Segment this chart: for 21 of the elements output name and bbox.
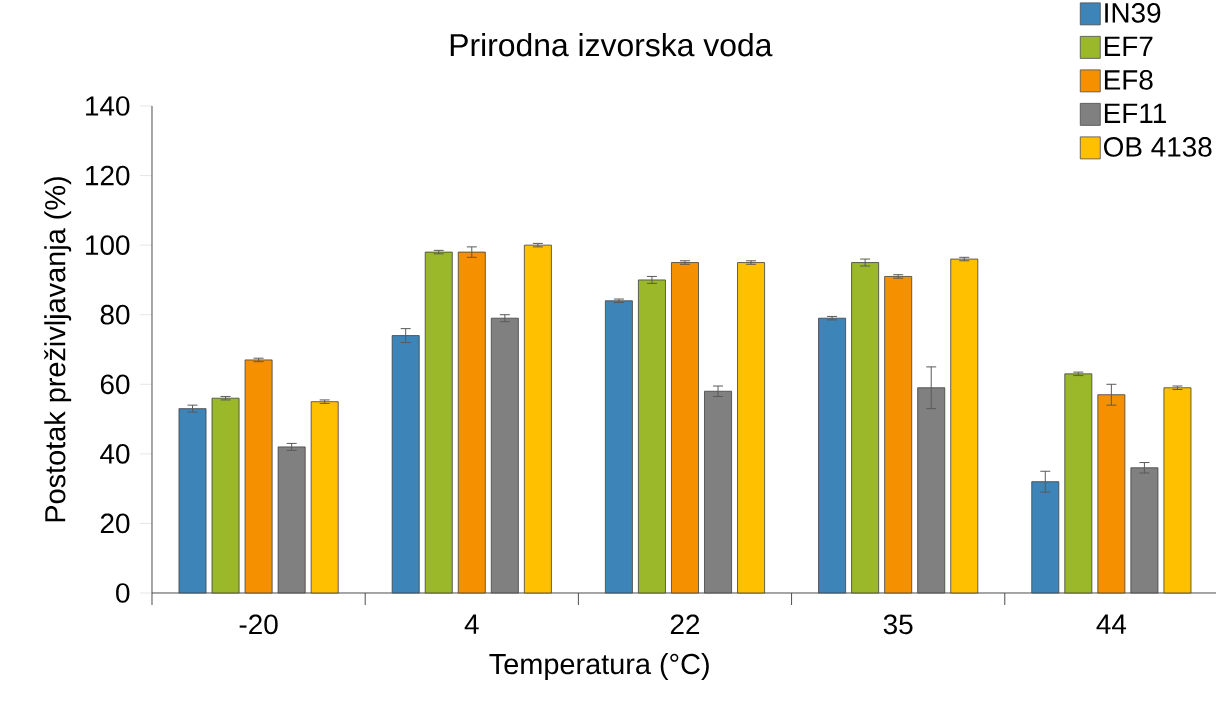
legend-label: EF11: [1104, 103, 1166, 123]
chart-title: Prirodna izvorska voda: [450, 33, 773, 57]
x-axis-title: Temperatura (°C): [489, 653, 709, 680]
y-axis-title: Postotak preživljavanja (%): [44, 177, 72, 522]
y-tick-label: 0: [116, 583, 130, 603]
y-tick-label: 140: [86, 96, 130, 116]
legend-label: OB 4138: [1104, 137, 1212, 157]
x-tick-label: 44: [1096, 614, 1127, 634]
legend-label: EF8: [1104, 70, 1153, 90]
y-tick-label: 80: [100, 304, 130, 325]
x-tick-label: 35: [883, 614, 913, 635]
legend-label: IN39: [1105, 3, 1161, 23]
x-tick-label: 22: [670, 614, 700, 634]
x-tick-label: 4: [464, 614, 479, 634]
y-tick-label: 60: [100, 374, 130, 395]
legend-label: EF7: [1104, 36, 1153, 56]
x-tick-label: -20: [239, 614, 278, 635]
y-tick-label: 40: [100, 443, 130, 464]
y-tick-label: 120: [86, 165, 130, 186]
y-tick-label: 20: [100, 513, 130, 534]
y-tick-label: 100: [86, 235, 130, 256]
